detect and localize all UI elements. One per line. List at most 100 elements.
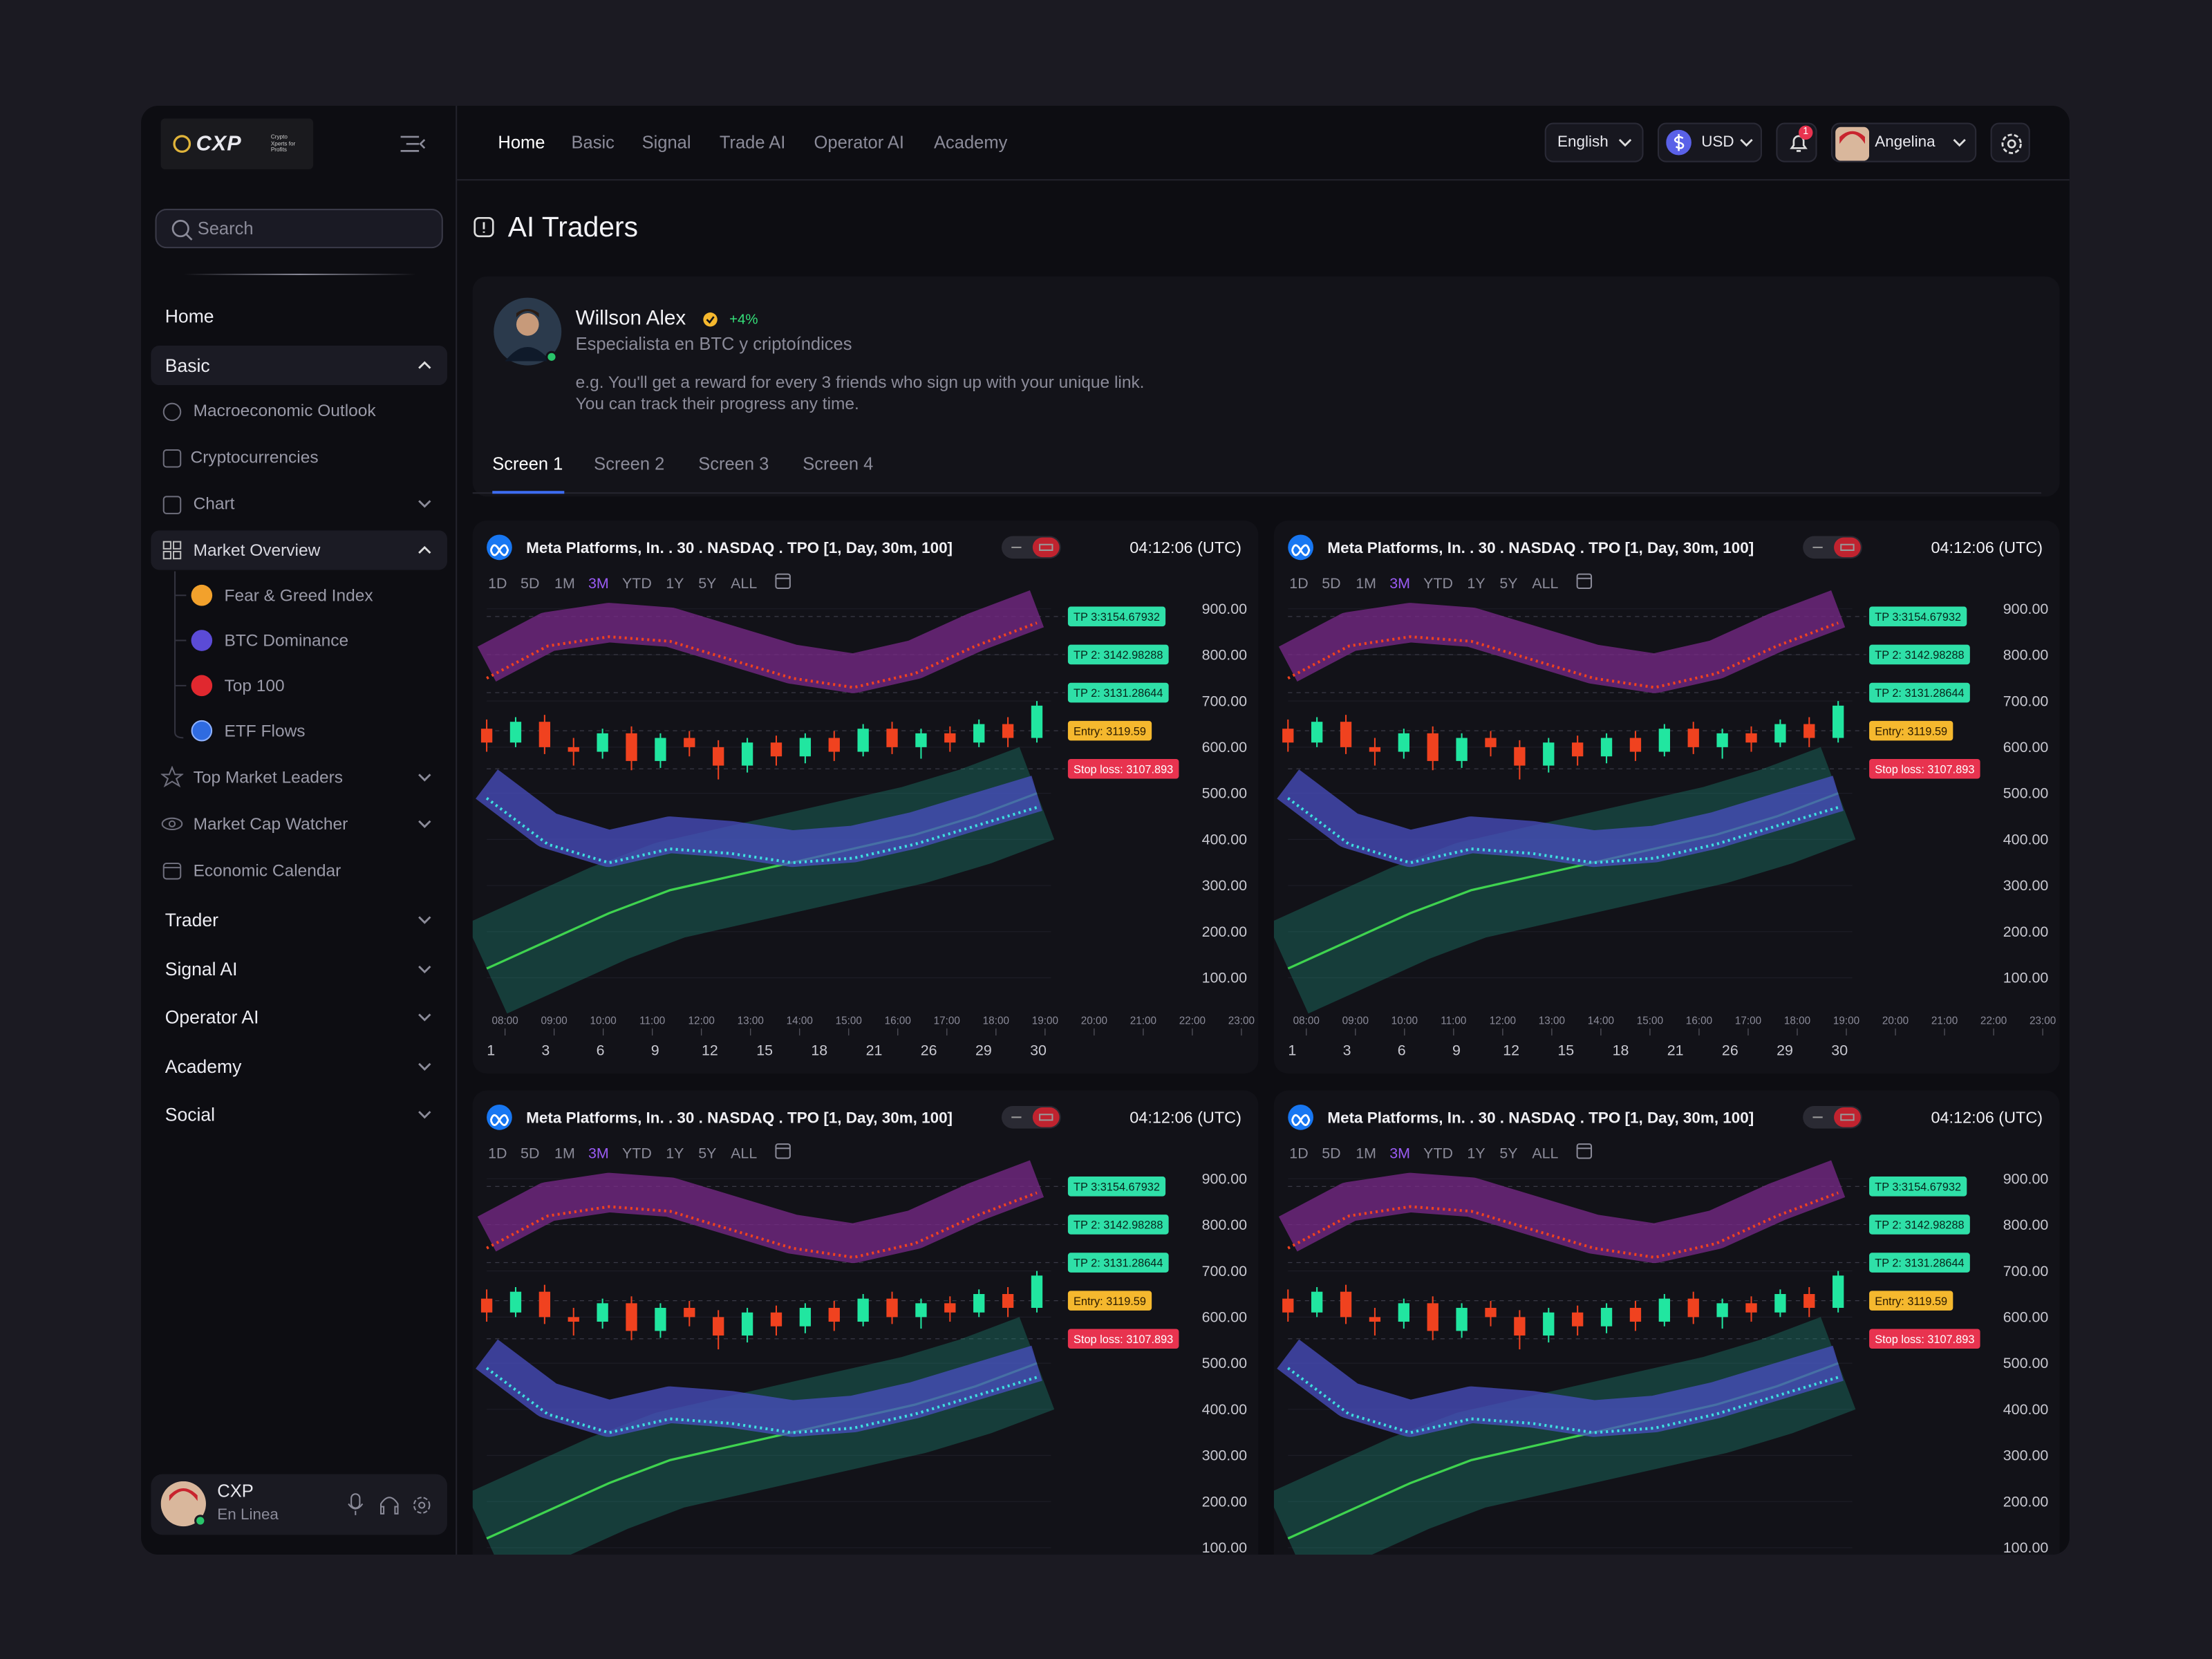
calendar-icon: [775, 1143, 791, 1159]
range-button[interactable]: YTD: [1423, 1145, 1453, 1162]
toggle[interactable]: [1803, 536, 1862, 559]
icon: [160, 766, 184, 788]
nav-section[interactable]: Social: [165, 1103, 216, 1125]
user-menu[interactable]: Angelina: [1830, 122, 1977, 162]
nav-item[interactable]: Cryptocurrencies: [190, 447, 319, 467]
range-button[interactable]: 3M: [1389, 575, 1410, 592]
range-button[interactable]: 5Y: [698, 1145, 716, 1162]
notifications[interactable]: 1: [1776, 122, 1817, 162]
level-label-text: Entry: 3119.59: [1074, 1295, 1146, 1308]
range-button[interactable]: YTD: [622, 1145, 652, 1162]
level-label: TP 2: 3131.28644: [1869, 682, 1970, 703]
nav-item[interactable]: Economic Calendar: [193, 860, 341, 881]
candle-body: [857, 1298, 869, 1322]
toggle[interactable]: [1803, 1105, 1862, 1129]
range-button[interactable]: 5Y: [1499, 1145, 1517, 1162]
tab[interactable]: Screen 2: [594, 454, 665, 474]
level-label-bg: [1067, 758, 1179, 779]
range-button[interactable]: 3M: [588, 575, 609, 592]
tab[interactable]: Screen 4: [803, 454, 874, 474]
toggle-glyph: [1011, 543, 1053, 551]
range-button[interactable]: 5D: [1322, 1145, 1340, 1162]
nav-section[interactable]: Academy: [165, 1056, 242, 1078]
range-button[interactable]: ALL: [1532, 1145, 1558, 1162]
nav-item[interactable]: Chart: [193, 494, 235, 514]
candle-body: [973, 1294, 985, 1313]
tab[interactable]: Screen 3: [698, 454, 769, 474]
logo[interactable]: CXP Crypto Xperts for Profits: [160, 118, 314, 169]
tab[interactable]: Screen 1: [492, 454, 563, 474]
nav-section[interactable]: Operator AI: [165, 1006, 259, 1028]
range-button[interactable]: ALL: [1532, 575, 1558, 592]
range-button[interactable]: YTD: [1423, 575, 1453, 592]
nav-section[interactable]: Signal AI: [165, 958, 238, 980]
range-button[interactable]: 1M: [554, 1145, 575, 1162]
range-button[interactable]: 1M: [1356, 1145, 1376, 1162]
range-button[interactable]: 5D: [521, 575, 539, 592]
calendar-button[interactable]: [775, 573, 791, 590]
range-button[interactable]: 3M: [1389, 1145, 1410, 1162]
range-button[interactable]: 1D: [1289, 575, 1308, 592]
top-nav-item[interactable]: Operator AI: [814, 132, 905, 153]
range-button[interactable]: 1Y: [666, 1145, 684, 1162]
nav-item[interactable]: Market Overview: [193, 540, 321, 561]
top-nav-item[interactable]: Home: [498, 132, 545, 153]
search-placeholder: Search: [197, 218, 254, 238]
toggle[interactable]: [1001, 1105, 1061, 1129]
candle-body: [509, 722, 522, 743]
nav-section[interactable]: Trader: [165, 909, 218, 930]
nav-item[interactable]: ETF Flows: [224, 720, 306, 741]
range-button[interactable]: ALL: [731, 575, 757, 592]
upper-band-dots: [486, 1191, 1038, 1259]
range-button[interactable]: 3M: [588, 1145, 609, 1162]
menu-toggle[interactable]: [400, 134, 428, 154]
currency-select[interactable]: USD: [1657, 122, 1762, 162]
user-actions[interactable]: [346, 1492, 444, 1518]
level-label-bg: [1869, 1177, 1967, 1197]
range-button[interactable]: 1Y: [1467, 575, 1485, 592]
range-button[interactable]: 1M: [554, 575, 575, 592]
level-label-bg: [1869, 1215, 1970, 1235]
range-button[interactable]: ALL: [731, 1145, 757, 1162]
range-button[interactable]: 5D: [521, 1145, 539, 1162]
nav-item[interactable]: BTC Dominance: [224, 630, 349, 650]
nav-item[interactable]: Market Cap Watcher: [193, 814, 348, 834]
y-tick-label: 200.00: [1202, 1493, 1248, 1510]
top-nav-item[interactable]: Trade AI: [719, 132, 786, 153]
range-button[interactable]: 5Y: [1499, 575, 1517, 592]
nav-item[interactable]: Fear & Greed Index: [224, 585, 373, 606]
top-nav-item[interactable]: Basic: [571, 132, 615, 153]
settings[interactable]: [1990, 122, 2030, 162]
language-select[interactable]: English: [1544, 122, 1644, 162]
nav-item[interactable]: Top Market Leaders: [193, 767, 344, 787]
top-nav-item[interactable]: Signal: [641, 132, 691, 153]
candle-body: [568, 747, 579, 752]
nav-item[interactable]: Top 100: [224, 675, 285, 696]
range-button[interactable]: 1D: [488, 1145, 507, 1162]
range-button[interactable]: YTD: [622, 575, 652, 592]
range-button[interactable]: 5Y: [698, 575, 716, 592]
nav-item[interactable]: Home: [165, 305, 214, 327]
calendar-button[interactable]: [775, 1143, 791, 1159]
user-card[interactable]: CXP En Linea: [151, 1474, 447, 1535]
range-button[interactable]: 1M: [1356, 575, 1376, 592]
range-button[interactable]: 1Y: [1467, 1145, 1485, 1162]
search-box[interactable]: Search: [155, 209, 443, 249]
top-nav-item[interactable]: Academy: [934, 132, 1008, 153]
toggle[interactable]: [1001, 536, 1061, 559]
range-button[interactable]: 1Y: [666, 575, 684, 592]
calendar-button[interactable]: [1576, 1143, 1593, 1159]
x-day-label: 26: [921, 1042, 937, 1059]
nav-section[interactable]: Basic: [165, 355, 210, 376]
nav-item[interactable]: Macroeconomic Outlook: [193, 400, 376, 421]
range-button[interactable]: 5D: [1322, 575, 1340, 592]
range-button[interactable]: 1D: [1289, 1145, 1308, 1162]
calendar-button[interactable]: [1576, 573, 1593, 590]
candle-body: [1340, 722, 1352, 747]
candle-body: [1803, 1294, 1815, 1309]
level-label-text: TP 3:3154.67932: [1875, 1181, 1961, 1193]
y-tick-label: 900.00: [2003, 601, 2049, 617]
level-label-bg: [1067, 720, 1152, 741]
candle-body: [1572, 742, 1584, 757]
range-button[interactable]: 1D: [488, 575, 507, 592]
